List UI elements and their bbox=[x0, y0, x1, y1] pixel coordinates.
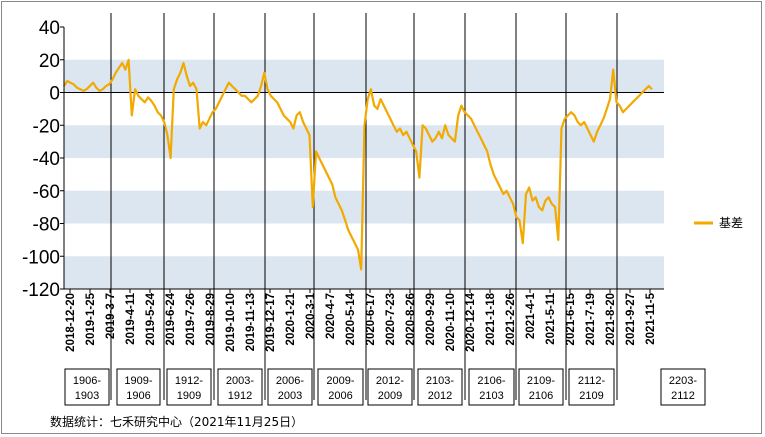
x-tick-label: 2021-11-5 bbox=[645, 292, 657, 344]
contract-box bbox=[660, 368, 706, 406]
contract-label-top: 2106- bbox=[477, 375, 505, 387]
contract-label-top: 1906- bbox=[73, 375, 101, 387]
contract-label-top: 2112- bbox=[578, 375, 606, 387]
y-tick-label: -120 bbox=[22, 280, 60, 301]
y-tick-label: 0 bbox=[49, 84, 60, 105]
grid-band bbox=[64, 190, 664, 224]
contract-box bbox=[267, 368, 313, 406]
contract-label-bottom: 2009 bbox=[378, 390, 402, 402]
series-line-basis bbox=[63, 58, 653, 271]
contract-label-group: 1906- 1903 1909- 1906 1912- 1909 2003- 1912 2006… bbox=[64, 368, 706, 406]
x-tick-label: 2019-5-24 bbox=[145, 292, 157, 345]
x-tick-label: 2021-8-20 bbox=[605, 293, 617, 345]
x-tick-label: 2021-5-11 bbox=[545, 292, 557, 344]
y-tick-label: -100 bbox=[22, 247, 60, 268]
contract-box bbox=[367, 368, 413, 406]
contract-label-bottom: 2003 bbox=[278, 390, 302, 402]
x-tick-label: 2020-9-29 bbox=[425, 293, 437, 345]
x-tick-label: 2019-11-13 bbox=[245, 293, 257, 351]
x-tick-label: 2020-12-14 bbox=[465, 292, 477, 351]
legend: 基差 bbox=[694, 216, 743, 230]
y-axis: 40 20 0 -20 -40 -60 -80 -100 -120 bbox=[22, 18, 65, 301]
contract-label-top: 2103- bbox=[426, 375, 454, 387]
contract-label-bottom: 2106 bbox=[529, 390, 553, 402]
contract-label-bottom: 2112 bbox=[671, 390, 695, 402]
contract-label-bottom: 2103 bbox=[479, 390, 503, 402]
x-tick-label: 2019-10-10 bbox=[225, 293, 237, 352]
x-tick-label: 2021-1-18 bbox=[485, 292, 497, 345]
x-tick-label: 2019-7-26 bbox=[185, 293, 197, 345]
contract-label-top: 2109- bbox=[527, 375, 555, 387]
y-tick-label: 40 bbox=[39, 18, 60, 39]
x-tick-label: 2020-5-14 bbox=[345, 292, 357, 345]
contract-box bbox=[217, 368, 263, 406]
contract-label-top: 2203- bbox=[669, 375, 697, 387]
x-tick-label: 2019-1-25 bbox=[85, 292, 97, 345]
y-tick-label: -20 bbox=[33, 116, 60, 137]
contract-box bbox=[116, 368, 161, 406]
x-tick-label: 2021-4-1 bbox=[525, 292, 537, 339]
x-tick-label: 2020-7-23 bbox=[385, 293, 397, 345]
contract-label-top: 1912- bbox=[175, 375, 203, 387]
contract-box bbox=[317, 368, 364, 406]
contract-box bbox=[568, 368, 615, 406]
x-tick-label: 2018-12-20 bbox=[65, 293, 77, 352]
series-group bbox=[63, 58, 653, 271]
x-tick-label: 2021-7-19 bbox=[585, 293, 597, 345]
grid-band bbox=[64, 59, 664, 93]
x-axis: 2018-12-20 2019-1-25 2019-3-7 2019-4-11 2019… bbox=[64, 288, 664, 352]
y-tick-label: -40 bbox=[33, 149, 60, 170]
x-tick-label: 2020-11-10 bbox=[445, 293, 457, 351]
y-tick-label: -60 bbox=[33, 182, 60, 203]
contract-box bbox=[64, 368, 110, 406]
legend-label: 基差 bbox=[719, 216, 743, 230]
x-tick-label: 2020-8-26 bbox=[405, 293, 417, 345]
x-tick-label: 2020-6-17 bbox=[365, 293, 377, 345]
x-tick-label: 2020-1-21 bbox=[285, 292, 297, 345]
grid-band bbox=[64, 256, 664, 289]
contract-box bbox=[166, 368, 212, 406]
contract-label-top: 2012- bbox=[376, 375, 404, 387]
contract-label-bottom: 1906 bbox=[126, 390, 150, 402]
x-tick-label: 2020-4-7 bbox=[325, 293, 337, 339]
x-tick-label: 2020-3-1 bbox=[305, 292, 317, 339]
x-tick-label: 2021-6-15 bbox=[565, 292, 577, 345]
contract-label-top: 2009- bbox=[326, 375, 354, 387]
y-tick-label: -80 bbox=[33, 215, 60, 236]
x-tick-label: 2021-9-27 bbox=[625, 293, 637, 345]
contract-label-bottom: 2012 bbox=[428, 390, 452, 402]
x-tick-label: 2019-8-29 bbox=[205, 293, 217, 345]
contract-box bbox=[518, 368, 564, 406]
contract-box bbox=[417, 368, 463, 406]
contract-label-bottom: 1903 bbox=[75, 390, 99, 402]
contract-label-top: 2003- bbox=[226, 375, 254, 387]
source-note: 数据统计：七禾研究中心（2021年11月25日） bbox=[50, 414, 303, 429]
contract-label-bottom: 1912 bbox=[228, 390, 252, 402]
y-tick-label: 20 bbox=[39, 51, 60, 72]
contract-label-bottom: 2109 bbox=[579, 390, 603, 402]
contract-label-top: 1909- bbox=[124, 375, 152, 387]
contract-label-bottom: 1909 bbox=[177, 390, 201, 402]
contract-label-bottom: 2006 bbox=[328, 390, 352, 402]
x-tick-label: 2019-4-11 bbox=[125, 292, 137, 344]
contract-label-top: 2006- bbox=[276, 375, 304, 387]
x-tick-label: 2019-12-17 bbox=[265, 293, 277, 352]
x-tick-label: 2019-3-7 bbox=[105, 293, 117, 339]
x-tick-label: 2019-6-24 bbox=[165, 292, 177, 345]
contract-box bbox=[468, 368, 515, 406]
x-tick-label: 2021-2-26 bbox=[505, 293, 517, 345]
